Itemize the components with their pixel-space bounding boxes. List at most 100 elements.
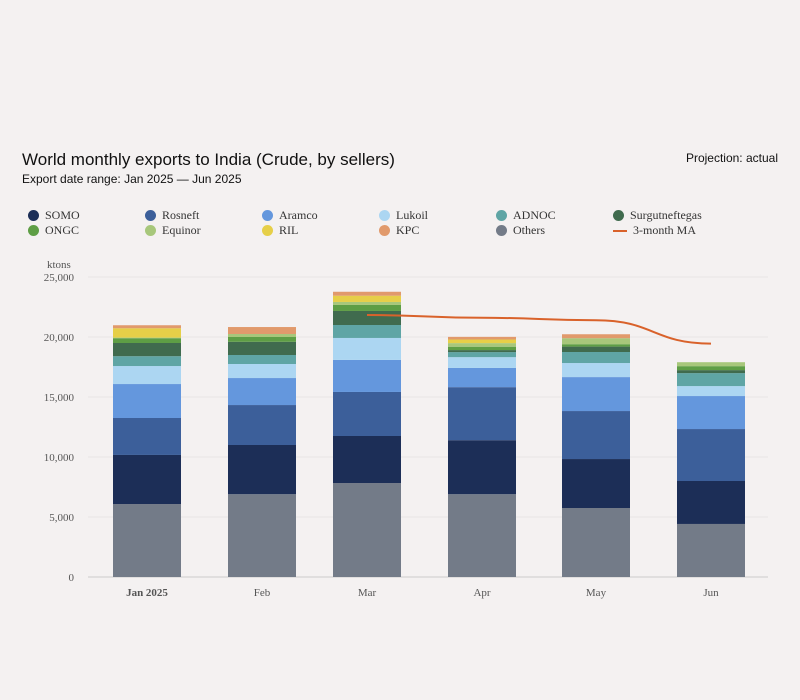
- bar-segment-equinor-5[interactable]: [677, 362, 745, 367]
- bar-segment-rosneft-2[interactable]: [333, 391, 401, 436]
- bar-segment-ongc-3[interactable]: [448, 346, 516, 351]
- bar-segment-equinor-1[interactable]: [228, 334, 296, 337]
- bar-segment-surgutneftegas-2[interactable]: [333, 310, 401, 325]
- bar-segment-ongc-0[interactable]: [113, 338, 181, 343]
- y-tick-label: 20,000: [44, 332, 75, 344]
- color-dot-icon: [262, 225, 273, 236]
- bar-segment-ongc-2[interactable]: [333, 304, 401, 311]
- bar-segment-others-2[interactable]: [333, 483, 401, 577]
- bar-segment-adnoc-1[interactable]: [228, 355, 296, 364]
- bar-segment-ril-3[interactable]: [448, 339, 516, 344]
- legend-label: Aramco: [279, 208, 318, 222]
- legend-label: 3-month MA: [633, 223, 696, 237]
- bar-segment-ril-2[interactable]: [333, 295, 401, 302]
- x-tick-label: May: [586, 587, 607, 599]
- bar-segment-adnoc-2[interactable]: [333, 325, 401, 338]
- color-dot-icon: [145, 210, 156, 221]
- bar-segment-surgutneftegas-5[interactable]: [677, 370, 745, 374]
- bar-segment-equinor-2[interactable]: [333, 301, 401, 305]
- bar-segment-somo-2[interactable]: [333, 436, 401, 484]
- bar-segment-somo-1[interactable]: [228, 445, 296, 495]
- legend-label: SOMO: [45, 208, 80, 222]
- bar-segment-ongc-4[interactable]: [562, 344, 630, 347]
- legend-item-others[interactable]: Others: [496, 223, 545, 238]
- legend-item-aramco[interactable]: Aramco: [262, 208, 318, 223]
- color-dot-icon: [496, 225, 507, 236]
- bar-segment-others-4[interactable]: [562, 508, 630, 577]
- bar-segment-somo-4[interactable]: [562, 459, 630, 508]
- bar-segment-rosneft-5[interactable]: [677, 429, 745, 481]
- y-tick-label: 15,000: [44, 392, 75, 404]
- bar-segment-ongc-1[interactable]: [228, 337, 296, 342]
- bar-segment-surgutneftegas-4[interactable]: [562, 346, 630, 352]
- bar-segment-surgutneftegas-0[interactable]: [113, 343, 181, 357]
- bar-segment-aramco-2[interactable]: [333, 359, 401, 392]
- legend-label: ADNOC: [513, 208, 556, 222]
- legend-item-equinor[interactable]: Equinor: [145, 223, 201, 238]
- bar-segment-somo-5[interactable]: [677, 481, 745, 524]
- bar-segment-others-5[interactable]: [677, 523, 745, 577]
- bar-segment-rosneft-4[interactable]: [562, 411, 630, 460]
- bar-segment-somo-0[interactable]: [113, 454, 181, 505]
- bar-segment-kpc-4[interactable]: [562, 334, 630, 339]
- legend-label: Surgutneftegas: [630, 208, 702, 222]
- color-dot-icon: [379, 210, 390, 221]
- color-dot-icon: [262, 210, 273, 221]
- bar-segment-aramco-4[interactable]: [562, 377, 630, 412]
- legend-item-3-month-ma[interactable]: 3-month MA: [613, 223, 696, 238]
- y-tick-label: 0: [69, 572, 75, 584]
- bar-segment-rosneft-0[interactable]: [113, 418, 181, 455]
- legend-item-surgutneftegas[interactable]: Surgutneftegas: [613, 208, 702, 223]
- x-tick-label: Apr: [473, 587, 490, 599]
- bar-segment-ongc-5[interactable]: [677, 366, 745, 371]
- bar-segment-kpc-1[interactable]: [228, 327, 296, 334]
- legend-label: ONGC: [45, 223, 80, 237]
- legend-item-lukoil[interactable]: Lukoil: [379, 208, 428, 223]
- y-tick-label: 25,000: [44, 272, 75, 284]
- legend-item-kpc[interactable]: KPC: [379, 223, 419, 238]
- legend-label: Rosneft: [162, 208, 200, 222]
- bar-segment-lukoil-2[interactable]: [333, 337, 401, 360]
- bar-segment-lukoil-3[interactable]: [448, 357, 516, 368]
- legend-item-rosneft[interactable]: Rosneft: [145, 208, 199, 223]
- bar-segment-adnoc-4[interactable]: [562, 352, 630, 364]
- bar-segment-adnoc-3[interactable]: [448, 352, 516, 358]
- bar-segment-ril-0[interactable]: [113, 328, 181, 338]
- bar-segment-lukoil-5[interactable]: [677, 386, 745, 397]
- bar-segment-others-1[interactable]: [228, 494, 296, 577]
- date-range-subtitle: Export date range: Jan 2025 — Jun 2025: [22, 172, 242, 186]
- bar-segment-rosneft-1[interactable]: [228, 405, 296, 445]
- legend-item-ril[interactable]: RIL: [262, 223, 298, 238]
- legend-item-adnoc[interactable]: ADNOC: [496, 208, 556, 223]
- bar-segment-adnoc-0[interactable]: [113, 356, 181, 367]
- bar-segment-kpc-3[interactable]: [448, 336, 516, 340]
- bar-segment-others-0[interactable]: [113, 504, 181, 577]
- bar-segment-equinor-0[interactable]: [113, 337, 181, 339]
- bar-segment-aramco-0[interactable]: [113, 384, 181, 418]
- bar-segment-aramco-1[interactable]: [228, 378, 296, 406]
- bar-segment-kpc-2[interactable]: [333, 291, 401, 296]
- legend-label: RIL: [279, 223, 299, 237]
- moving-average-line[interactable]: [366, 314, 712, 345]
- bar-segment-rosneft-3[interactable]: [448, 387, 516, 441]
- bar-segment-surgutneftegas-3[interactable]: [448, 350, 516, 353]
- bar-segment-others-3[interactable]: [448, 494, 516, 577]
- bar-segment-lukoil-0[interactable]: [113, 366, 181, 385]
- bar-segment-equinor-3[interactable]: [448, 343, 516, 347]
- legend-label: Others: [513, 223, 545, 237]
- bar-segment-lukoil-1[interactable]: [228, 364, 296, 379]
- bar-segment-somo-3[interactable]: [448, 440, 516, 495]
- x-tick-label: Feb: [254, 587, 271, 599]
- legend-item-ongc[interactable]: ONGC: [28, 223, 79, 238]
- bar-segment-surgutneftegas-1[interactable]: [228, 341, 296, 355]
- bar-segment-aramco-3[interactable]: [448, 367, 516, 388]
- bar-segment-kpc-0[interactable]: [113, 325, 181, 329]
- legend-label: Equinor: [162, 223, 201, 237]
- bar-segment-lukoil-4[interactable]: [562, 363, 630, 378]
- x-tick-label: Jan 2025: [126, 587, 168, 599]
- bar-segment-aramco-5[interactable]: [677, 396, 745, 430]
- bar-segment-adnoc-5[interactable]: [677, 373, 745, 387]
- bar-segment-equinor-4[interactable]: [562, 338, 630, 345]
- legend-item-somo[interactable]: SOMO: [28, 208, 80, 223]
